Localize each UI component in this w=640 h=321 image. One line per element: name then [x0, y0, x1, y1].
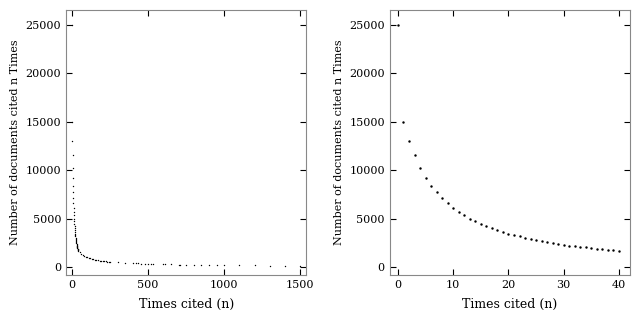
- X-axis label: Times cited (n): Times cited (n): [139, 298, 234, 311]
- Y-axis label: Number of documents cited n Times: Number of documents cited n Times: [333, 39, 344, 245]
- X-axis label: Times cited (n): Times cited (n): [462, 298, 557, 311]
- Y-axis label: Number of documents cited n Times: Number of documents cited n Times: [10, 39, 20, 245]
